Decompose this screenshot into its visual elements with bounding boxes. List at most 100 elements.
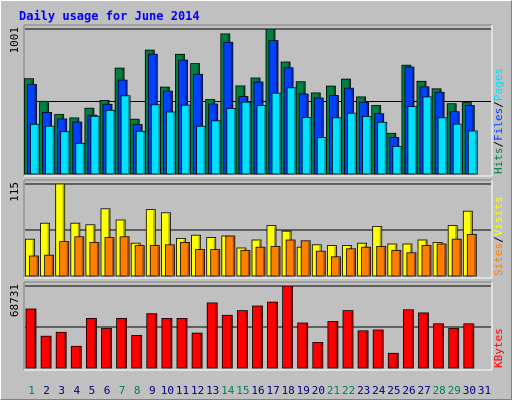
bar-shade-pages-day-8 xyxy=(143,132,145,174)
bar-kbytes-day-20 xyxy=(312,341,324,369)
x-tick-label-day-3: 3 xyxy=(58,384,65,397)
legend-entry-sites: Sites xyxy=(492,243,505,276)
bar-shade-sites-day-24 xyxy=(383,247,386,276)
bar-shade-pages-day-4 xyxy=(82,144,85,174)
panel-max-label: 115 xyxy=(8,182,21,202)
bar-shade-sites-day-8 xyxy=(142,246,144,276)
bar-shade-sites-day-20 xyxy=(323,252,325,276)
x-tick-label-day-25: 25 xyxy=(387,384,400,397)
bar-shade-pages-day-1 xyxy=(37,125,39,174)
bar-shade-pages-day-15 xyxy=(248,103,251,174)
bar-kbytes-day-12 xyxy=(191,332,203,369)
bar-pages-day-15 xyxy=(241,101,252,175)
bar-shade-pages-day-30 xyxy=(475,132,477,174)
bar-kbytes-day-25 xyxy=(387,352,399,369)
bar-pages-day-24 xyxy=(377,121,388,175)
bar-sites-day-10 xyxy=(164,244,175,277)
x-axis-labels: 1 2 3 4 5 6 7 8 9 10 11 12 13 14 15 16 17 18 19 20 21 22 23 24 2… xyxy=(28,384,491,397)
x-tick-label-day-10: 10 xyxy=(161,384,174,397)
bar-shade-sites-day-18 xyxy=(293,241,295,276)
bar-shade-sites-day-21 xyxy=(338,257,340,276)
bar-shade-sites-day-5 xyxy=(96,243,99,276)
bar-pages-day-11 xyxy=(181,104,191,175)
bar-pages-day-7 xyxy=(120,95,131,175)
bar-shade-files-day-12 xyxy=(200,75,203,174)
bar-kbytes-day-5 xyxy=(86,317,97,369)
bar-shade-pages-day-7 xyxy=(128,96,130,174)
bar-kbytes-day-28 xyxy=(433,323,445,369)
x-tick-label-day-26: 26 xyxy=(402,384,415,397)
bar-pages-day-6 xyxy=(105,109,116,175)
bar-sites-day-22 xyxy=(346,248,356,277)
bar-pages-day-2 xyxy=(45,125,55,175)
legend-entry-files: Files xyxy=(492,108,505,141)
bar-shade-pages-day-13 xyxy=(218,121,221,174)
bar-shade-sites-day-14 xyxy=(232,237,235,276)
legend-entry-hits: Hits xyxy=(492,148,505,175)
bar-kbytes-day-11 xyxy=(176,317,188,369)
bar-pages-day-3 xyxy=(60,131,71,175)
bar-shade-sites-day-22 xyxy=(353,249,355,276)
bar-shade-kbytes-day-13 xyxy=(215,303,217,368)
bar-shade-kbytes-day-4 xyxy=(79,347,81,368)
bar-kbytes-day-27 xyxy=(418,312,429,369)
bar-sites-day-19 xyxy=(300,240,311,277)
bar-shade-pages-day-23 xyxy=(369,117,372,174)
bar-shade-kbytes-day-26 xyxy=(411,310,413,368)
bar-sites-day-15 xyxy=(240,249,251,277)
bar-sites-day-13 xyxy=(210,249,221,277)
panel-hits-files-pages: 1001 xyxy=(8,24,493,177)
bar-shade-sites-day-12 xyxy=(202,250,205,276)
x-tick-label-day-1: 1 xyxy=(28,384,35,397)
x-tick-label-day-14: 14 xyxy=(221,384,235,397)
bar-sites-day-2 xyxy=(44,254,54,277)
x-tick-label-day-22: 22 xyxy=(342,384,355,397)
bar-shade-kbytes-day-3 xyxy=(64,333,66,368)
bar-shade-pages-day-17 xyxy=(279,94,281,174)
bar-shade-kbytes-day-23 xyxy=(366,331,368,368)
bar-shade-pages-day-19 xyxy=(309,118,311,174)
bar-shade-kbytes-day-17 xyxy=(275,303,277,368)
bar-shade-sites-day-1 xyxy=(36,257,38,276)
legend-entry-visits: Visits xyxy=(492,197,505,237)
bar-shade-kbytes-day-18 xyxy=(290,287,293,368)
panel-visits-sites: 115 xyxy=(8,179,493,279)
x-tick-label-day-20: 20 xyxy=(312,384,325,397)
bar-shade-sites-day-4 xyxy=(81,237,84,276)
x-tick-label-day-2: 2 xyxy=(43,384,50,397)
chart-panels: 1001 115 68731 xyxy=(8,24,493,371)
bar-shade-pages-day-6 xyxy=(113,111,115,174)
bar-shade-pages-day-9 xyxy=(158,105,160,174)
bar-shade-pages-day-25 xyxy=(399,147,402,174)
bar-sites-day-1 xyxy=(29,255,39,277)
bar-shade-sites-day-26 xyxy=(413,253,416,276)
bar-shade-pages-day-5 xyxy=(97,117,100,174)
x-tick-label-day-21: 21 xyxy=(327,384,340,397)
bar-shade-pages-day-11 xyxy=(188,106,190,174)
bar-shade-visits-day-2 xyxy=(47,224,50,276)
bar-kbytes-day-1 xyxy=(25,308,37,369)
bar-kbytes-day-3 xyxy=(55,331,67,369)
bar-shade-sites-day-7 xyxy=(127,237,129,276)
bar-sites-day-27 xyxy=(421,245,432,277)
bar-kbytes-day-2 xyxy=(40,335,52,369)
bar-pages-day-9 xyxy=(150,104,161,175)
bar-sites-day-23 xyxy=(361,246,372,277)
x-tick-label-day-5: 5 xyxy=(89,384,96,397)
x-tick-label-day-29: 29 xyxy=(448,384,461,397)
bar-pages-day-28 xyxy=(437,117,448,175)
bar-shade-sites-day-2 xyxy=(51,256,54,276)
bar-sites-day-20 xyxy=(315,250,326,277)
legend-separator: / xyxy=(492,101,505,108)
bar-shade-sites-day-23 xyxy=(368,248,371,276)
bar-shade-kbytes-day-1 xyxy=(34,310,36,368)
bar-kbytes-day-4 xyxy=(70,345,82,369)
bar-shade-sites-day-15 xyxy=(247,251,250,276)
bar-sites-day-7 xyxy=(119,236,130,277)
bar-kbytes-day-23 xyxy=(357,330,369,369)
bar-sites-day-5 xyxy=(89,241,100,277)
bar-pages-day-29 xyxy=(452,123,463,175)
bar-shade-kbytes-day-24 xyxy=(381,331,383,368)
bar-sites-day-8 xyxy=(134,245,145,277)
